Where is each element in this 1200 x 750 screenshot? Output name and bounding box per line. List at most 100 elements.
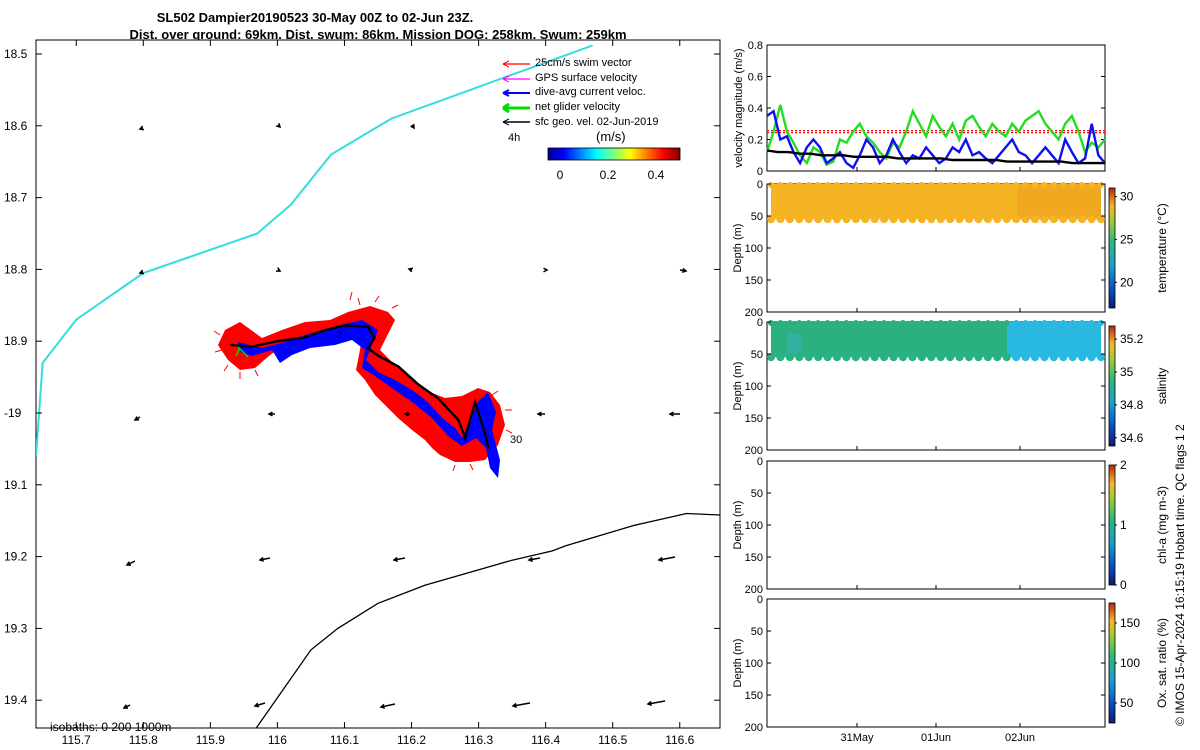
geo-arrow bbox=[380, 703, 396, 708]
date-tick-label: 31May bbox=[840, 732, 874, 744]
profile-dot bbox=[776, 353, 785, 362]
map-ytick-label: 19.4 bbox=[4, 693, 28, 707]
profile-dot-top bbox=[1050, 182, 1057, 188]
profile-dot bbox=[1078, 215, 1087, 224]
geo-arrowhead bbox=[133, 416, 140, 421]
profile-dot-top bbox=[937, 320, 944, 326]
profile-dot-top bbox=[937, 182, 944, 188]
profile-dot bbox=[1002, 215, 1011, 224]
title-line-2: Dist. over ground: 69km. Dist. swum: 86k… bbox=[129, 27, 626, 42]
profile-dot bbox=[965, 215, 973, 224]
isobath-line bbox=[255, 512, 720, 728]
map-xtick-label: 116.5 bbox=[598, 733, 627, 747]
profile-dot bbox=[974, 353, 983, 362]
profile-dot bbox=[974, 215, 983, 224]
section-panel-temperature: 0 50 100 150 200 Depth (m) 30 25 20 temperature (… bbox=[732, 179, 1169, 319]
profile-dot bbox=[993, 215, 1002, 224]
section-colorbar bbox=[1108, 187, 1116, 309]
map-ytick-label: -19 bbox=[4, 406, 22, 420]
net-velocity-marks bbox=[235, 346, 249, 358]
profile-dot-top bbox=[1032, 182, 1038, 188]
map-ytick-label: 18.8 bbox=[4, 262, 28, 276]
colorbar-tick-label: 34.6 bbox=[1120, 431, 1144, 445]
profile-dot-top bbox=[777, 182, 784, 188]
section-ytick-label: 200 bbox=[745, 722, 763, 734]
profile-dot-top bbox=[862, 182, 869, 188]
geo-arrowhead bbox=[138, 269, 145, 275]
vel-ytick-label: 0.2 bbox=[748, 135, 763, 147]
section-colorbar bbox=[1108, 325, 1116, 447]
profile-dot bbox=[1078, 353, 1087, 362]
section-ytick-label: 0 bbox=[757, 317, 763, 329]
profile-dot-top bbox=[1032, 320, 1038, 326]
profile-dot bbox=[776, 215, 785, 224]
geo-arrowhead bbox=[681, 267, 688, 274]
profile-dot bbox=[936, 353, 945, 362]
geo-velocity-arrows bbox=[122, 122, 688, 709]
profile-dot-top bbox=[984, 320, 991, 326]
colorbar-tick-04: 0.4 bbox=[648, 168, 665, 182]
swim-vectors bbox=[213, 291, 513, 472]
geo-arrow bbox=[259, 557, 271, 561]
profile-dot-top bbox=[900, 182, 906, 188]
section-ytick-label: 150 bbox=[745, 413, 763, 425]
section-ytick-label: 50 bbox=[751, 349, 763, 361]
profile-dot-top bbox=[824, 182, 831, 188]
legend-swim-label: 25cm/s swim vector bbox=[535, 57, 632, 69]
colorbar-tick-label: 1 bbox=[1120, 518, 1127, 532]
colorbar-label: temperature (°C) bbox=[1155, 203, 1169, 293]
colorbar-tick-label: 2 bbox=[1120, 458, 1127, 472]
profile-dot-top bbox=[815, 182, 822, 188]
legend-dive-label: dive-avg current veloc. bbox=[535, 86, 646, 98]
section-ytick-label: 100 bbox=[745, 658, 763, 670]
map-xtick-label: 116.6 bbox=[665, 733, 694, 747]
colorbar-tick-label: 25 bbox=[1120, 232, 1134, 246]
profile-dot-top bbox=[1003, 182, 1010, 188]
colorbar-tick-label: 34.8 bbox=[1120, 398, 1144, 412]
profile-dot-top bbox=[805, 320, 812, 326]
salinity-patch bbox=[787, 333, 801, 358]
vel-ytick-label: 0.6 bbox=[748, 72, 763, 84]
profile-dot-top bbox=[1069, 320, 1076, 326]
colorbar-tick-label: 100 bbox=[1120, 656, 1140, 670]
profile-dot bbox=[917, 353, 926, 362]
geo-arrowhead bbox=[253, 702, 260, 708]
map-x-axis: 115.7 115.8 115.9 116 116.1 116.2 116.3 116.4 11… bbox=[62, 40, 695, 747]
map-ytick-label: 19.1 bbox=[4, 478, 28, 492]
profile-dot bbox=[899, 353, 907, 362]
legend-gps-label: GPS surface velocity bbox=[535, 72, 638, 84]
profile-dot bbox=[899, 215, 907, 224]
map-ytick-label: 18.5 bbox=[4, 47, 28, 61]
profile-dot-top bbox=[815, 320, 822, 326]
profile-dot bbox=[889, 215, 898, 224]
colorbar-tick-label: 30 bbox=[1120, 190, 1134, 204]
profile-dot-top bbox=[918, 182, 925, 188]
profile-dot bbox=[1012, 215, 1021, 224]
geo-arrowhead bbox=[536, 411, 542, 417]
coastline bbox=[36, 44, 593, 457]
section-ytick-label: 0 bbox=[757, 456, 763, 468]
profile-dot bbox=[870, 353, 879, 362]
profile-dot-top bbox=[966, 182, 972, 188]
profile-dot bbox=[785, 215, 794, 224]
profile-dot bbox=[833, 215, 841, 224]
profile-dot-top bbox=[1079, 182, 1086, 188]
vel-ytick-label: 0.4 bbox=[748, 103, 763, 115]
profile-dot bbox=[927, 353, 936, 362]
profile-dot-top bbox=[834, 182, 840, 188]
map-xtick-label: 115.8 bbox=[129, 733, 158, 747]
vel-ytick-label: 0.8 bbox=[748, 40, 763, 52]
profile-dot bbox=[1049, 215, 1058, 224]
track-map: 2 30 115.7 115.8 115.9 116 116.1 116.2 116.3 11… bbox=[4, 39, 721, 747]
profile-dot-top bbox=[862, 320, 869, 326]
profile-dot bbox=[814, 353, 823, 362]
profile-dot bbox=[804, 353, 813, 362]
legend-dive-arrowhead bbox=[502, 89, 510, 97]
salinity-fill-late bbox=[1007, 322, 1101, 358]
profile-dot-top bbox=[881, 182, 888, 188]
geo-arrow bbox=[658, 556, 676, 561]
colorbar-units: (m/s) bbox=[596, 129, 626, 144]
profile-dot-top bbox=[1060, 320, 1067, 326]
legend-swim-arrowhead bbox=[502, 60, 510, 68]
velocity-panel: 0 0.2 0.4 0.6 0.8 velocity magnitude (m/s) bbox=[733, 40, 1106, 178]
